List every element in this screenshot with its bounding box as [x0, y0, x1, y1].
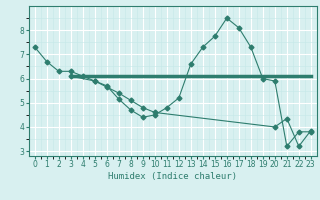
- X-axis label: Humidex (Indice chaleur): Humidex (Indice chaleur): [108, 172, 237, 181]
